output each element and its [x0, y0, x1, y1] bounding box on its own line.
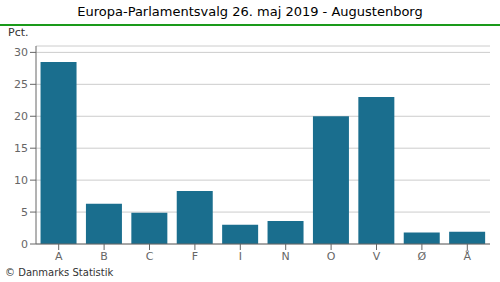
svg-text:O: O — [327, 250, 336, 263]
html-text:Europa-Parlamentsvalg 26. maj: Europa-Parlamentsvalg 26. maj 2019 - Aug… — [77, 4, 423, 19]
svg-text:20: 20 — [14, 110, 28, 123]
svg-text:Ø: Ø — [418, 250, 427, 263]
svg-text:F: F — [192, 250, 198, 263]
svg-text:0: 0 — [21, 238, 28, 251]
svg-text:N: N — [282, 250, 290, 263]
svg-text:V: V — [373, 250, 381, 263]
svg-text:B: B — [100, 250, 108, 263]
svg-text:C: C — [146, 250, 154, 263]
svg-text:I: I — [239, 250, 242, 263]
html-text:Pct.: Pct. — [8, 26, 29, 39]
svg-text:A: A — [55, 250, 63, 263]
svg-text:30: 30 — [14, 46, 28, 59]
html-text:© Danmarks Statistik: © Danmarks Statistik — [5, 267, 114, 278]
svg-text:5: 5 — [21, 206, 28, 219]
svg-text:10: 10 — [14, 174, 28, 187]
svg-text:15: 15 — [14, 142, 28, 155]
svg-text:Å: Å — [464, 250, 472, 263]
svg-text:25: 25 — [14, 78, 28, 91]
